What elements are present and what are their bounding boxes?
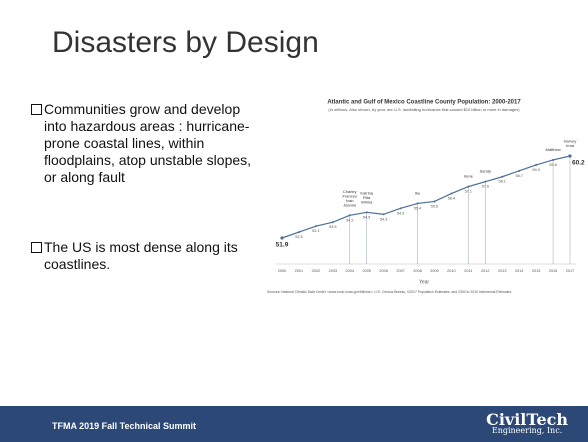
- x-tick-label: 2014: [515, 269, 523, 273]
- bullet-box: [31, 242, 42, 253]
- x-tick-label: 2001: [295, 269, 303, 273]
- value-label: 59.8: [549, 163, 556, 167]
- logo-name: CivilTech: [486, 410, 568, 429]
- value-label: 58.1: [499, 180, 506, 184]
- point: [331, 221, 334, 224]
- hurricane-label-part: Charley: [343, 189, 357, 194]
- value-label: 57.6: [482, 185, 489, 189]
- x-tick-label: 2010: [447, 269, 455, 273]
- chart-title: Atlantic and Gulf of Mexico Coastline Co…: [327, 100, 521, 106]
- x-tick-label: 2012: [481, 269, 489, 273]
- x-tick-label: 2006: [379, 269, 387, 273]
- hurricane-label-part: Harvey: [564, 139, 577, 144]
- point: [399, 207, 402, 210]
- value-label: 60.2: [572, 160, 585, 167]
- hurricane-label-part: Frances: [343, 193, 357, 198]
- value-label: 54.9: [397, 211, 404, 215]
- chart-source: Sources: National Climatic Data Center <…: [267, 290, 512, 294]
- x-tick-label: 2004: [346, 269, 354, 273]
- x-tick-label: 2002: [312, 269, 320, 273]
- x-tick-label: 2009: [430, 269, 438, 273]
- logo: CivilTech Engineering, Inc.: [486, 410, 568, 435]
- hurricane-label: Irene: [464, 174, 474, 179]
- bullet-box: [31, 104, 42, 115]
- chart: Atlantic and Gulf of Mexico Coastline Co…: [267, 100, 585, 294]
- hurricane-label: Jeanne: [343, 202, 357, 207]
- chart-subtitle: (in millions. Also shown, by year, are U…: [328, 107, 520, 112]
- x-tick-label: 2007: [396, 269, 404, 273]
- value-label: 54.3: [380, 217, 387, 221]
- value-label: 59.3: [532, 168, 539, 172]
- point: [348, 214, 351, 217]
- point: [467, 185, 470, 188]
- x-tick-label: 2017: [566, 269, 574, 273]
- slide-title: Disasters by Design: [52, 26, 319, 59]
- x-tick-label: 2015: [532, 269, 540, 273]
- footer: TFMA 2019 Fall Technical Summit CivilTec…: [0, 406, 588, 442]
- point: [433, 200, 436, 203]
- point: [501, 175, 504, 178]
- value-label: 53.1: [312, 229, 319, 233]
- point: [552, 158, 555, 161]
- point: [382, 213, 385, 216]
- value-label: 55.4: [414, 206, 421, 210]
- value-label: 53.5: [329, 225, 336, 229]
- hurricane-label: Wilma: [361, 199, 373, 204]
- hurricane-label: Matthew: [545, 147, 560, 152]
- value-label: 54.5: [363, 215, 370, 219]
- bullet: The US is most dense along its coastline…: [30, 239, 262, 273]
- value-label: 52.5: [295, 235, 302, 239]
- hurricane-label: Ike: [415, 190, 421, 195]
- point: [450, 192, 453, 195]
- x-axis-label: Year: [419, 279, 429, 285]
- value-label: 51.9: [276, 242, 289, 249]
- value-label: 55.6: [431, 204, 438, 208]
- x-tick-label: 2008: [413, 269, 421, 273]
- population-line: [281, 155, 571, 239]
- bullet-text: The US is most dense along its coastline…: [44, 239, 238, 272]
- point: [568, 154, 572, 158]
- x-tick-label: 2003: [329, 269, 337, 273]
- point: [280, 236, 284, 240]
- hurricane-label: Sandy: [480, 169, 491, 174]
- logo-sub: Engineering, Inc.: [491, 426, 563, 435]
- point: [297, 231, 300, 234]
- value-label: 54.2: [346, 218, 353, 222]
- x-tick-label: 2005: [362, 269, 370, 273]
- point: [484, 180, 487, 183]
- point: [416, 202, 419, 205]
- value-label: 57.1: [465, 190, 472, 194]
- x-tick-label: 2011: [464, 269, 472, 273]
- point: [314, 225, 317, 228]
- hurricane-label: Irma: [566, 143, 575, 148]
- x-tick-label: 2016: [549, 269, 557, 273]
- bullet-text: Communities grow and develop into hazard…: [44, 101, 252, 185]
- point: [535, 163, 538, 166]
- footer-text: TFMA 2019 Fall Technical Summit: [52, 421, 197, 431]
- hurricane-label-part: Katrina: [360, 190, 373, 195]
- hurricane-label-part: Ivan: [346, 198, 354, 203]
- x-tick-label: 2000: [278, 269, 286, 273]
- value-label: 58.7: [515, 174, 522, 178]
- hurricane-label-part: Rita: [363, 195, 371, 200]
- value-label: 56.4: [448, 197, 455, 201]
- point: [365, 211, 368, 214]
- x-tick-label: 2013: [498, 269, 506, 273]
- bullet: Communities grow and develop into hazard…: [30, 101, 262, 186]
- point: [518, 169, 521, 172]
